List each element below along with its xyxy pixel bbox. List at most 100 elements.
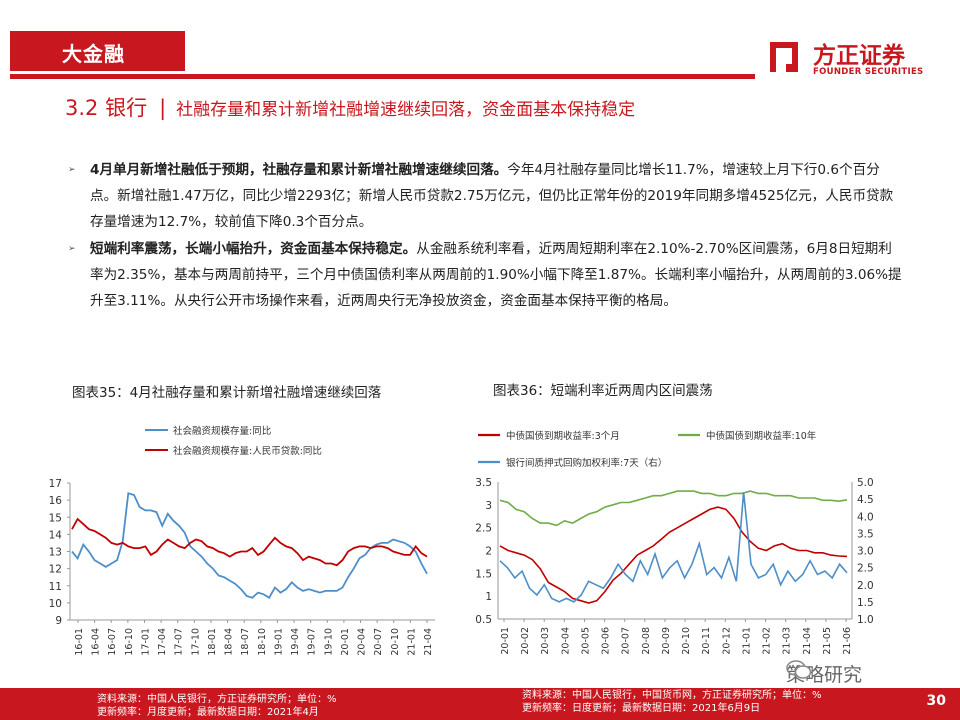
bullet-arrow-icon: ➢ [68, 165, 76, 175]
y-left-tick-label: 2.5 [475, 523, 492, 535]
logo-en: FOUNDER SECURITIES [813, 67, 924, 77]
legend-label: 中债国债到期收益率:10年 [706, 430, 817, 442]
y-right-tick-label: 3.0 [857, 546, 874, 558]
bullet-item: ➢ 短端利率震荡，长端小幅抬升，资金面基本保持稳定。从金融系统利率看，近两周短期… [68, 236, 903, 315]
logo-cn: 方正证券 [813, 43, 905, 69]
x-tick-label: 20-04 [357, 628, 368, 656]
y-right-tick-label: 1.0 [857, 614, 874, 626]
x-tick-label: 17-04 [157, 628, 168, 656]
x-tick-label: 20-03 [540, 627, 551, 655]
x-tick-label: 20-02 [520, 627, 531, 655]
x-tick-label: 20-05 [580, 627, 591, 655]
right-source: 资料来源：中国人民银行，中国货币网，方正证券研究所；单位：% [522, 690, 822, 701]
legend-label: 社会融资规模存量:同比 [173, 425, 271, 437]
x-tick-label: 20-09 [661, 627, 672, 655]
y-left-tick-label: 0.5 [475, 614, 492, 626]
header-divider [10, 74, 755, 79]
section-subtitle: 社融存量和累计新增社融增速继续回落，资金面基本保持稳定 [176, 100, 636, 120]
logo-mark-icon [770, 42, 798, 72]
series-line [71, 492, 428, 599]
wechat-watermark: 策略研究 [786, 660, 862, 687]
y-left-tick-label: 3 [485, 500, 492, 512]
section-number: 3.2 银行 [65, 96, 148, 120]
right-source-block: 资料来源：中国人民银行，中国货币网，方正证券研究所；单位：% 更新频率：日度更新… [522, 690, 822, 715]
x-tick-label: 21-04 [802, 627, 813, 655]
x-tick-label: 17-01 [140, 628, 151, 656]
y-left-tick-label: 1.5 [475, 568, 492, 580]
y-tick-label: 14 [49, 529, 63, 541]
section-title: 3.2 银行 | 社融存量和累计新增社融增速继续回落，资金面基本保持稳定 [65, 92, 635, 122]
x-tick-label: 20-11 [701, 627, 712, 655]
header-tag-label: 大金融 [62, 42, 125, 66]
x-tick-label: 19-10 [323, 628, 334, 656]
y-tick-label: 16 [49, 495, 63, 507]
x-tick-label: 21-04 [423, 628, 434, 656]
company-logo: 方正证券 FOUNDER SECURITIES [766, 36, 936, 80]
bullet-item: ➢ 4月单月新增社融低于预期，社融存量和累计新增社融增速继续回落。今年4月社融存… [68, 157, 903, 236]
y-left-tick-label: 1 [485, 591, 492, 603]
x-tick-label: 20-12 [721, 627, 732, 655]
series-line [499, 492, 848, 603]
x-tick-label: 21-02 [762, 627, 773, 655]
x-tick-label: 18-04 [224, 628, 235, 656]
right-update: 更新频率：日度更新；最新数据日期：2021年6月9日 [522, 702, 761, 714]
y-right-tick-label: 1.5 [857, 597, 874, 609]
x-tick-label: 21-01 [741, 627, 752, 655]
x-tick-label: 20-10 [681, 627, 692, 655]
y-tick-label: 11 [49, 581, 62, 593]
x-tick-label: 20-06 [601, 627, 612, 655]
x-tick-label: 19-04 [290, 628, 301, 656]
y-left-tick-label: 2 [485, 546, 492, 558]
x-tick-label: 20-07 [373, 628, 384, 656]
y-left-tick-label: 3.5 [475, 477, 492, 489]
y-tick-label: 10 [49, 598, 62, 610]
y-tick-label: 9 [55, 615, 62, 627]
x-tick-label: 20-08 [641, 627, 652, 655]
x-tick-label: 20-01 [500, 627, 511, 655]
bullet-text: 从金融系统利率看，近两周短期利率在2.10%-2.70%区间震荡，6月8日短期利… [90, 240, 902, 310]
left-update: 更新频率：月度更新；最新数据日期：2021年4月 [97, 706, 319, 718]
y-tick-label: 15 [49, 512, 62, 524]
x-tick-label: 16-04 [91, 628, 102, 656]
series-line [499, 490, 848, 527]
y-right-tick-label: 3.5 [857, 528, 874, 540]
left-source-block: 资料来源：中国人民银行，方正证券研究所；单位：% 更新频率：月度更新；最新数据日… [97, 694, 337, 719]
y-tick-label: 12 [49, 564, 62, 576]
section-separator: | [159, 96, 167, 120]
x-tick-label: 18-01 [207, 628, 218, 656]
bullet-text: 今年4月社融存量同比增长11.7%，增速较上月下行0.6个百分点。新增社融1.4… [90, 162, 894, 231]
x-tick-label: 21-03 [782, 627, 793, 655]
x-tick-label: 20-10 [390, 628, 401, 656]
y-right-tick-label: 4.5 [857, 494, 874, 506]
x-tick-label: 20-04 [560, 627, 571, 655]
x-tick-label: 19-01 [273, 628, 284, 656]
legend-label: 社会融资规模存量:人民币贷款:同比 [173, 445, 322, 457]
left-chart-title: 图表35：4月社融存量和累计新增社融增速继续回落 [72, 385, 382, 401]
y-right-tick-label: 5.0 [857, 477, 874, 489]
y-tick-label: 17 [49, 478, 62, 490]
x-tick-label: 17-07 [174, 628, 185, 656]
x-tick-label: 21-05 [822, 627, 833, 655]
footer-bar [0, 688, 960, 720]
y-right-tick-label: 2.5 [857, 563, 874, 575]
bullet-list: ➢ 4月单月新增社融低于预期，社融存量和累计新增社融增速继续回落。今年4月社融存… [68, 157, 903, 314]
x-tick-label: 18-10 [257, 628, 268, 656]
x-tick-label: 21-01 [406, 628, 417, 656]
x-tick-label: 19-07 [307, 628, 318, 656]
y-tick-label: 13 [49, 547, 62, 559]
x-tick-label: 18-07 [240, 628, 251, 656]
right-chart-title: 图表36：短端利率近两周内区间震荡 [493, 383, 713, 399]
header-tag: 大金融 [10, 31, 185, 71]
series-line [499, 506, 848, 604]
x-tick-label: 20-07 [621, 627, 632, 655]
left-source: 资料来源：中国人民银行，方正证券研究所；单位：% [97, 694, 337, 705]
x-tick-label: 16-01 [74, 628, 85, 656]
right-chart: 中债国债到期收益率:3个月 中债国债到期收益率:10年银行间质押式回购加权利率:7… [475, 430, 874, 655]
y-right-tick-label: 2.0 [857, 580, 874, 592]
y-right-tick-label: 4.0 [857, 511, 874, 523]
x-tick-label: 20-01 [340, 628, 351, 656]
bullet-heading: 短端利率震荡，长端小幅抬升，资金面基本保持稳定。 [90, 240, 417, 257]
x-tick-label: 17-10 [190, 628, 201, 656]
x-tick-label: 16-07 [107, 628, 118, 656]
